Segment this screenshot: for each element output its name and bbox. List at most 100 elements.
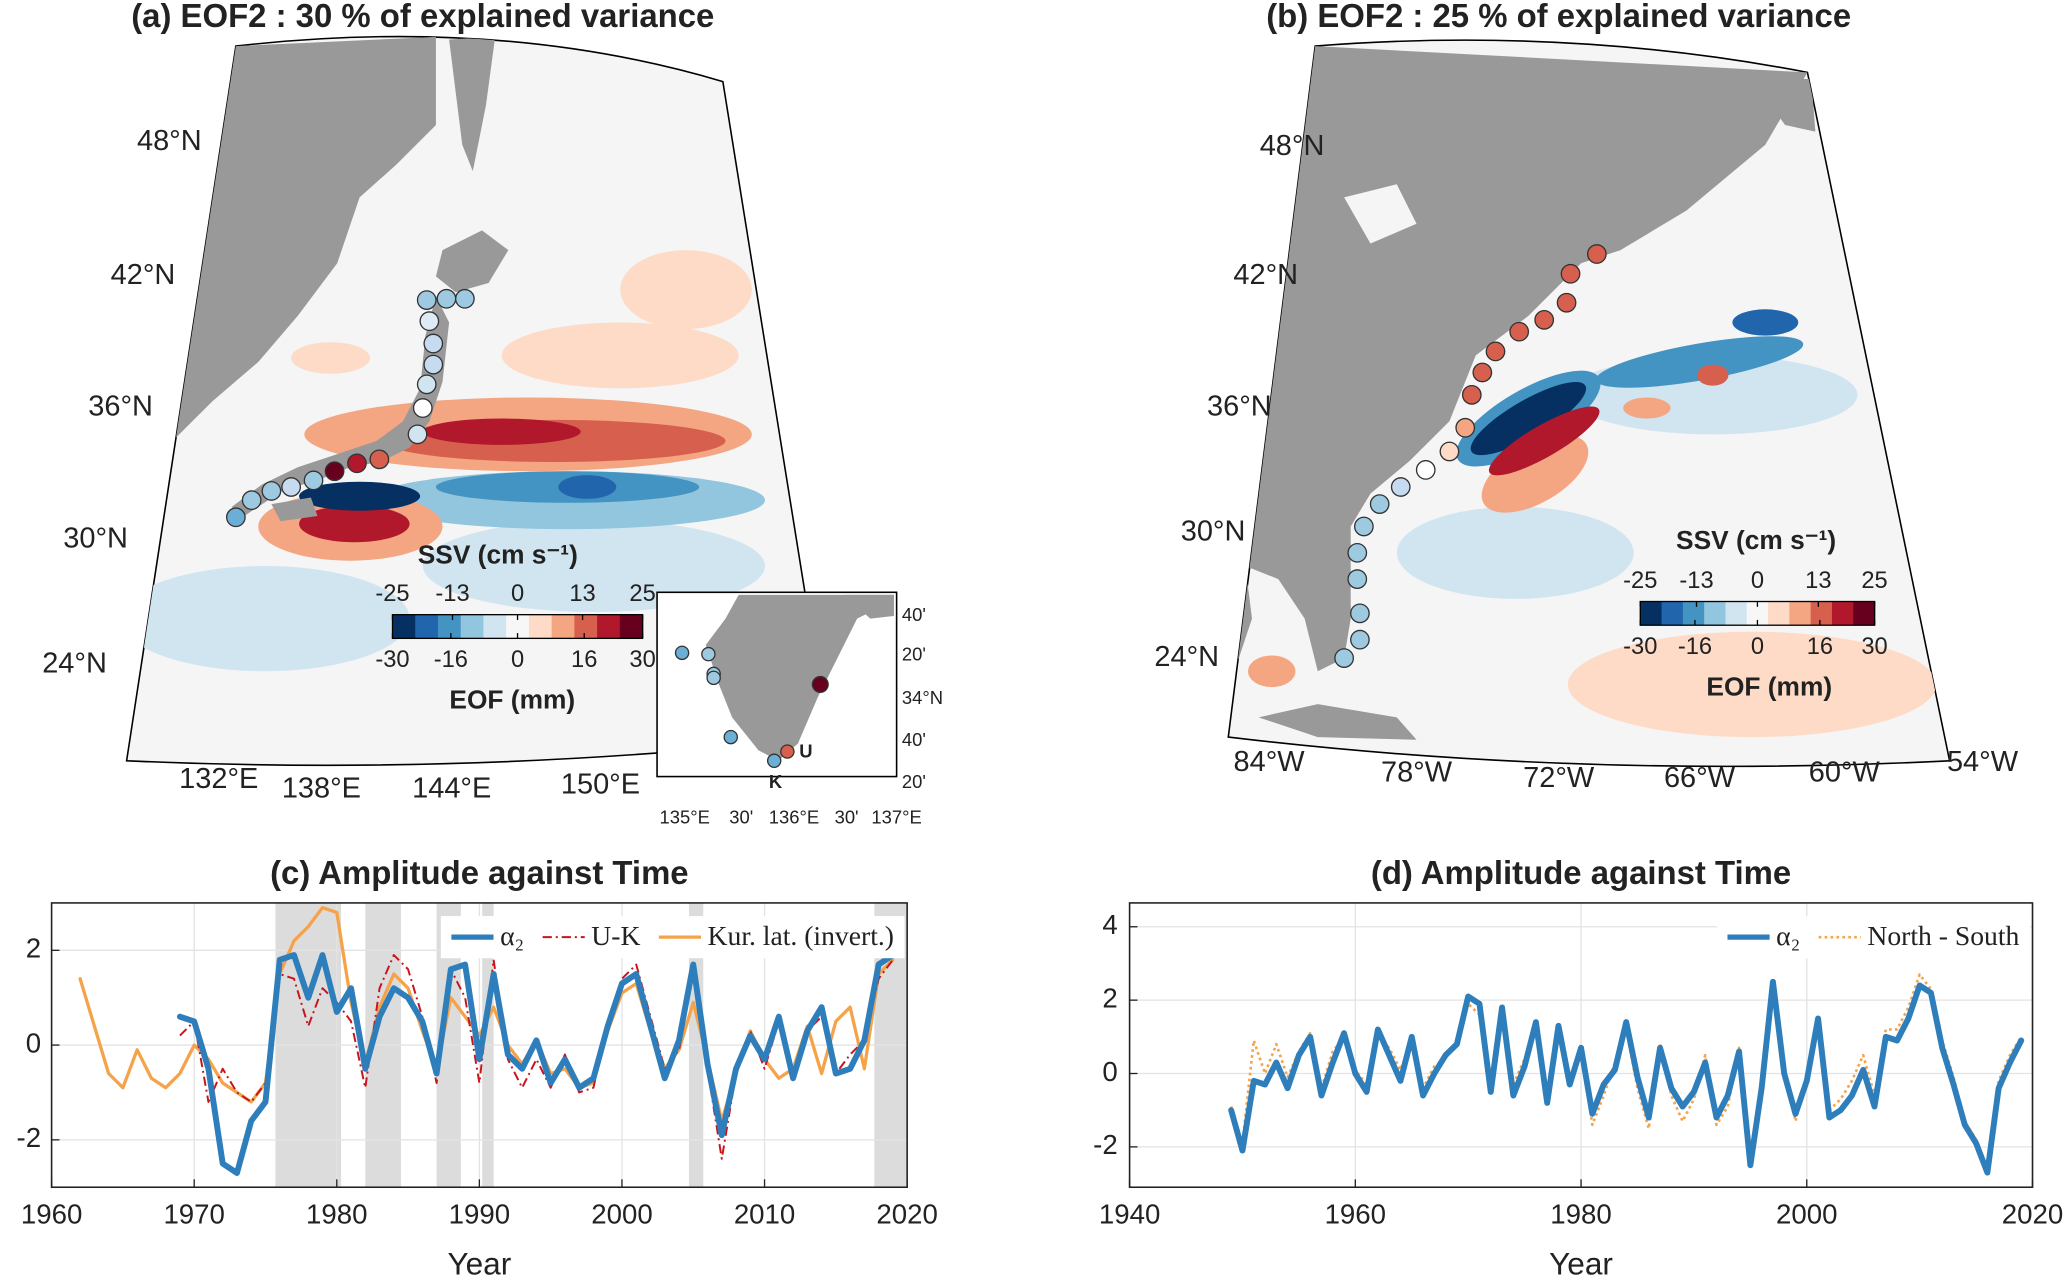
y-tick-label: 2 [1102,982,1117,1013]
legend-label: U-K [591,920,640,951]
lon-label: 60°W [1809,757,1881,789]
x-tick-label: 2010 [734,1198,795,1229]
x-tick-label: 1960 [1325,1198,1386,1229]
colorbar-tick-label: 25 [629,581,655,607]
lat-label: 24°N [1154,641,1219,673]
x-tick-label: 1990 [449,1198,510,1229]
lat-label: 42°N [111,259,176,291]
colorbar-swatch [619,614,644,639]
land [1752,78,1816,132]
colorbar-tick-label: -25 [375,581,409,607]
colorbar-swatch [506,614,530,639]
series-line [176,952,896,1176]
colorbar-tick-label: 25 [1861,568,1887,594]
chart-title: (d) Amplitude against Time [1371,854,1791,891]
colorbar-tick-label: -13 [435,581,469,607]
x-tick-label: 2020 [2002,1198,2063,1229]
colorbar-tick-label: 16 [571,647,597,673]
colorbar-swatch [1831,601,1854,626]
inset-lat-label: 34°N [902,687,943,708]
lon-label: 66°W [1664,762,1736,794]
lon-label: 132°E [179,763,258,795]
plot-frame [50,902,908,1189]
colorbar-tick-label: -30 [375,647,409,673]
station-label: K [769,771,783,792]
y-tick-label: -2 [1093,1129,1118,1160]
lat-label: 36°N [1207,391,1272,423]
colorbar-swatch [1810,601,1833,626]
colorbar-swatch [528,614,553,639]
x-tick-label: 1960 [21,1198,82,1229]
x-tick-label: 1980 [306,1198,367,1229]
station-label: U [799,741,812,762]
legend-label: North - South [1867,920,2019,951]
lat-label: 24°N [42,647,107,679]
map-field [1228,46,1937,740]
colorbar-tick-label: -13 [1679,568,1713,594]
colorbar-swatch [437,614,462,639]
inset-lat-label: 20' [902,643,926,664]
lon-label: 144°E [412,772,491,804]
colorbar-swatch [597,614,621,639]
lon-label: 150°E [561,768,640,800]
colorbar-swatch [1746,601,1769,626]
y-tick-label: 2 [26,933,41,964]
legend-label: α₂ [500,920,524,951]
colorbar-tick-label: -16 [1678,634,1712,660]
x-tick-label: 1980 [1550,1198,1611,1229]
colorbar-swatch [1725,601,1748,626]
lon-label: 84°W [1234,746,1306,778]
lat-label: 30°N [1181,516,1246,548]
colorbar-label: EOF (mm) [449,684,575,714]
y-tick-label: -2 [16,1122,41,1153]
lon-label: 138°E [282,772,361,804]
colorbar-tick-label: 30 [629,647,655,673]
inset-lon-label: 30' [729,807,753,828]
x-tick-label: 2000 [1776,1198,1837,1229]
land [449,36,496,172]
inset-lon-label: 30' [835,807,859,828]
colorbar-tick-label: 0 [1751,634,1764,660]
colorbar-tick-label: -25 [1623,568,1657,594]
inset-lat-label: 20' [902,771,926,792]
colorbar-label: SSV (cm s⁻¹) [1676,525,1836,555]
colorbar-tick-label: 0 [511,581,524,607]
series-line [1228,978,2025,1176]
colorbar-label: SSV (cm s⁻¹) [418,540,578,570]
colorbar-swatch [1682,601,1705,626]
land [271,497,318,522]
x-tick-label: 1970 [163,1198,224,1229]
y-tick-label: 4 [1102,909,1117,940]
colorbar-swatch [1853,601,1876,626]
inset-lat-label: 40' [902,729,926,750]
lat-label: 42°N [1233,259,1298,291]
colorbar-tick-label: 13 [1805,568,1831,594]
colorbar-swatch [1640,601,1663,626]
colorbar-swatch [1661,601,1684,626]
lon-label: 72°W [1523,762,1595,794]
land [435,230,509,293]
legend: α₂ U-K Kur. lat. (invert.) [440,916,905,959]
colorbar-tick-label: 13 [569,581,595,607]
x-tick-label: 2020 [876,1198,937,1229]
inset-lon-label: 136°E [769,807,819,828]
lat-label: 30°N [63,522,128,554]
lon-label: 54°W [1947,746,2019,778]
x-axis-label: Year [447,1246,511,1282]
lat-label: 48°N [137,125,202,157]
series-line [179,954,894,1160]
colorbar: -25 -13 0 13 25 -30 -16 0 16 30 [1623,568,1888,660]
colorbar: -25 -13 0 13 25 -30 -16 0 16 30 [375,581,655,673]
colorbar-swatch [415,614,439,639]
inset-lon-label: 137°E [871,807,921,828]
lat-label: 48°N [1260,130,1325,162]
colorbar-swatch [1768,601,1791,626]
colorbar-swatch [574,614,598,639]
colorbar-tick-label: -30 [1623,634,1657,660]
colorbar-swatch [392,614,416,639]
lake [1344,184,1417,244]
colorbar-tick-label: -16 [434,647,468,673]
inset-lon-label: 135°E [660,807,710,828]
colorbar-swatch [1704,601,1727,626]
